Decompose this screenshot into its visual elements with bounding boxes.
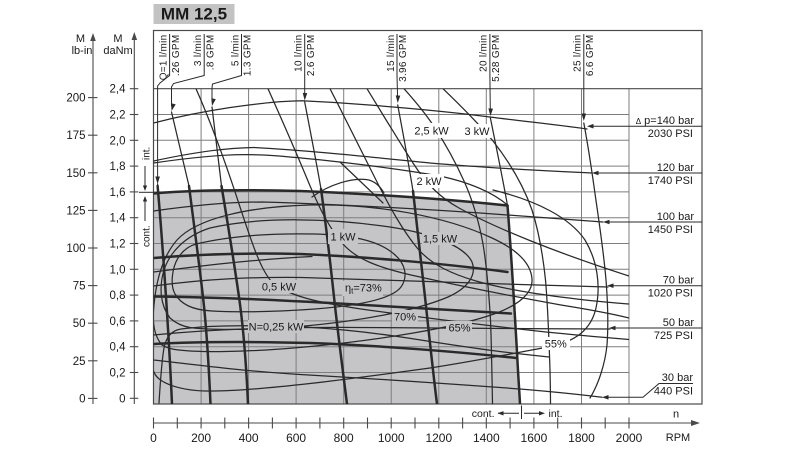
svg-text:5 l/min: 5 l/min [230, 35, 241, 67]
svg-text:1.3 GPM: 1.3 GPM [243, 35, 254, 77]
svg-text:0: 0 [150, 431, 157, 445]
svg-text:0,6: 0,6 [110, 316, 126, 328]
svg-text:MM 12,5: MM 12,5 [161, 5, 227, 24]
svg-text:15 l/min: 15 l/min [386, 35, 397, 72]
svg-text:3.96 GPM: 3.96 GPM [398, 35, 409, 82]
svg-text:125: 125 [66, 205, 85, 217]
svg-text:200: 200 [66, 93, 85, 105]
svg-text:5.28 GPM: 5.28 GPM [491, 35, 502, 82]
svg-text:.8 GPM: .8 GPM [205, 35, 216, 71]
svg-text:0,8: 0,8 [110, 290, 126, 302]
svg-text:Q=1 l/min: Q=1 l/min [158, 35, 169, 81]
svg-text:120 bar: 120 bar [657, 162, 695, 174]
svg-text:1,6: 1,6 [110, 187, 126, 199]
svg-text:int.: int. [549, 408, 563, 420]
svg-text:1,0: 1,0 [110, 264, 126, 276]
svg-text:100: 100 [66, 243, 85, 255]
svg-text:int.: int. [142, 147, 153, 160]
svg-text:400: 400 [239, 431, 259, 445]
svg-text:55%: 55% [545, 339, 567, 351]
svg-text:100 bar: 100 bar [657, 211, 695, 223]
svg-text:M: M [113, 33, 122, 45]
svg-text:50 bar: 50 bar [663, 317, 695, 329]
svg-text:.26 GPM: .26 GPM [171, 35, 182, 77]
svg-text:1,8: 1,8 [110, 161, 126, 173]
svg-text:1000: 1000 [378, 431, 405, 445]
svg-text:20 l/min: 20 l/min [479, 35, 490, 72]
svg-text:1740 PSI: 1740 PSI [648, 175, 693, 187]
svg-text:2.6 GPM: 2.6 GPM [306, 35, 317, 77]
svg-text:1200: 1200 [425, 431, 452, 445]
svg-text:70 bar: 70 bar [663, 275, 695, 287]
svg-text:3 kW: 3 kW [464, 126, 490, 138]
svg-text:6.6 GPM: 6.6 GPM [585, 35, 596, 77]
svg-text:1450 PSI: 1450 PSI [648, 224, 693, 236]
svg-text:2030 PSI: 2030 PSI [648, 128, 693, 140]
svg-text:0,2: 0,2 [110, 368, 126, 380]
svg-text:0,4: 0,4 [110, 342, 127, 354]
svg-text:1,2: 1,2 [110, 239, 126, 251]
svg-text:1020 PSI: 1020 PSI [648, 288, 693, 300]
svg-text:ηt=73%: ηt=73% [345, 283, 382, 296]
svg-text:50: 50 [73, 318, 86, 330]
svg-text:1 kW: 1 kW [330, 231, 356, 243]
svg-text:1,5 kW: 1,5 kW [423, 234, 458, 246]
svg-text:1600: 1600 [521, 431, 548, 445]
svg-text:70%: 70% [394, 312, 416, 324]
svg-text:Δ p=140 bar: Δ p=140 bar [636, 115, 695, 127]
svg-text:M: M [76, 33, 85, 45]
svg-text:3 l/min: 3 l/min [193, 35, 204, 67]
svg-text:cont.: cont. [142, 225, 153, 247]
svg-text:440 PSI: 440 PSI [654, 386, 693, 398]
svg-text:25: 25 [73, 356, 86, 368]
svg-text:1400: 1400 [473, 431, 500, 445]
svg-text:daNm: daNm [103, 45, 132, 57]
svg-text:2 kW: 2 kW [416, 176, 442, 188]
svg-text:2,4: 2,4 [110, 84, 127, 96]
svg-text:1,4: 1,4 [110, 213, 127, 225]
svg-text:150: 150 [66, 168, 85, 180]
svg-text:10 l/min: 10 l/min [294, 35, 305, 72]
svg-text:cont.: cont. [472, 408, 495, 420]
svg-text:2000: 2000 [616, 431, 643, 445]
svg-text:175: 175 [66, 130, 85, 142]
svg-text:65%: 65% [448, 323, 470, 335]
svg-text:0: 0 [79, 393, 85, 405]
svg-text:RPM: RPM [666, 432, 690, 444]
svg-text:lb-in: lb-in [72, 45, 93, 57]
svg-text:725 PSI: 725 PSI [654, 330, 693, 342]
svg-text:800: 800 [334, 431, 354, 445]
svg-text:600: 600 [286, 431, 306, 445]
svg-text:2,0: 2,0 [110, 135, 126, 147]
svg-text:200: 200 [191, 431, 211, 445]
svg-text:0: 0 [119, 393, 125, 405]
svg-text:n: n [673, 409, 679, 421]
svg-text:2,2: 2,2 [110, 110, 126, 122]
svg-text:2,5 kW: 2,5 kW [414, 126, 449, 138]
svg-text:75: 75 [73, 281, 86, 293]
svg-text:25 l/min: 25 l/min [573, 35, 584, 72]
svg-text:N=0,25 kW: N=0,25 kW [249, 322, 304, 334]
svg-text:0,5 kW: 0,5 kW [262, 282, 297, 294]
svg-text:30 bar: 30 bar [662, 372, 694, 384]
svg-text:1800: 1800 [568, 431, 595, 445]
